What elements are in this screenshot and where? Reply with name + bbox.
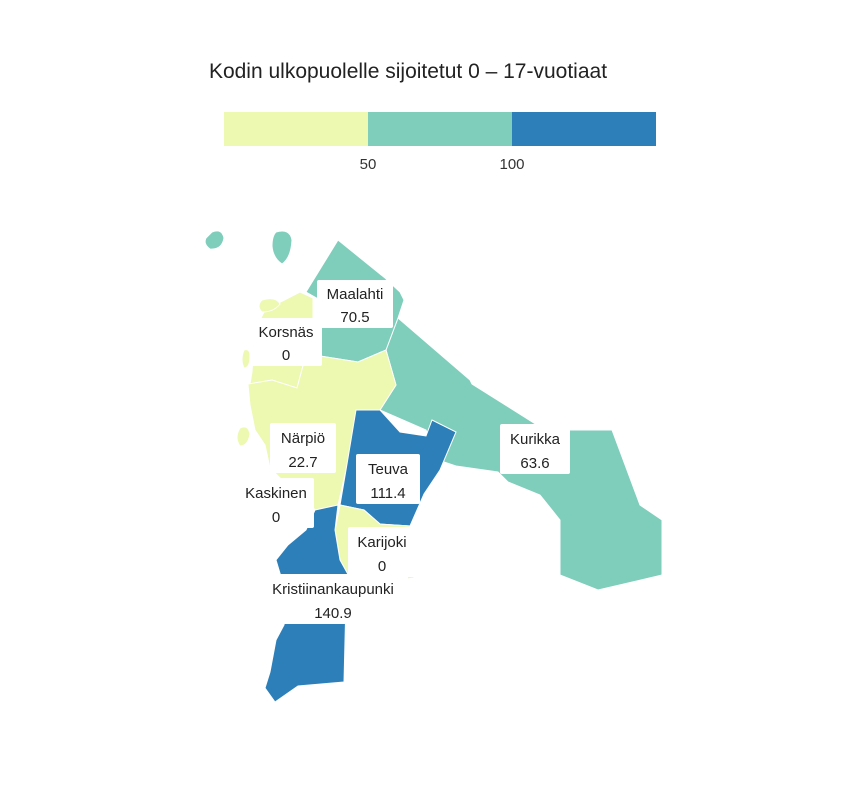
label-value: 111.4 bbox=[370, 485, 405, 502]
label-box bbox=[270, 423, 336, 473]
legend-swatch-low bbox=[224, 112, 368, 146]
label-name: Närpiö bbox=[281, 430, 325, 447]
color-legend: 50 100 bbox=[224, 112, 656, 173]
label-value: 0 bbox=[378, 558, 386, 575]
legend-tick-50: 50 bbox=[360, 156, 377, 173]
label-name: Kaskinen bbox=[245, 485, 307, 502]
legend-swatch-mid bbox=[368, 112, 512, 146]
region-korsnas-island-1[interactable] bbox=[258, 298, 281, 313]
label-value: 0 bbox=[272, 509, 280, 526]
label-name: Korsnäs bbox=[258, 324, 313, 341]
label-box bbox=[356, 454, 420, 504]
label-name: Maalahti bbox=[327, 286, 384, 303]
label-value: 70.5 bbox=[340, 309, 369, 326]
label-narpio: Närpiö 22.7 bbox=[270, 423, 336, 473]
label-korsnas: Korsnäs 0 bbox=[250, 318, 322, 366]
label-name: Teuva bbox=[368, 461, 409, 478]
label-kristiinankaupunki: Kristiinankaupunki 140.9 bbox=[258, 574, 408, 624]
label-box bbox=[348, 527, 416, 577]
region-korsnas-island-2[interactable] bbox=[241, 349, 251, 369]
label-name: Kristiinankaupunki bbox=[272, 581, 394, 598]
label-box bbox=[500, 424, 570, 474]
label-teuva: Teuva 111.4 bbox=[356, 454, 420, 504]
label-box bbox=[238, 478, 314, 528]
label-value: 140.9 bbox=[314, 605, 352, 622]
label-box bbox=[250, 318, 322, 366]
label-maalahti: Maalahti 70.5 bbox=[317, 280, 393, 328]
label-box bbox=[258, 574, 408, 624]
label-name: Kurikka bbox=[510, 431, 561, 448]
label-karijoki: Karijoki 0 bbox=[348, 527, 416, 577]
label-value: 0 bbox=[282, 347, 290, 364]
label-value: 22.7 bbox=[288, 454, 317, 471]
region-narpio-island[interactable] bbox=[236, 426, 251, 447]
label-value: 63.6 bbox=[520, 455, 549, 472]
legend-swatch-high bbox=[512, 112, 656, 146]
region-labels: Maalahti 70.5 Korsnäs 0 Närpiö 22.7 Teuv… bbox=[238, 280, 570, 624]
label-box bbox=[317, 280, 393, 328]
region-maalahti-island-2[interactable] bbox=[271, 230, 293, 265]
legend-tick-100: 100 bbox=[499, 156, 524, 173]
label-name: Karijoki bbox=[357, 534, 406, 551]
map-title: Kodin ulkopuolelle sijoitetut 0 – 17-vuo… bbox=[209, 60, 607, 83]
label-kurikka: Kurikka 63.6 bbox=[500, 424, 570, 474]
region-maalahti-island-1[interactable] bbox=[204, 230, 225, 250]
label-kaskinen: Kaskinen 0 bbox=[238, 478, 314, 528]
